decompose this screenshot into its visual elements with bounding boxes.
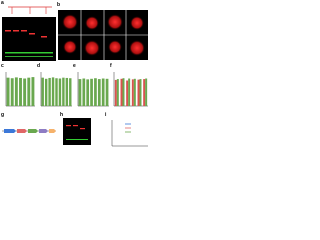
bar: [27, 77, 31, 106]
bar: [122, 78, 125, 106]
bar: [58, 78, 62, 106]
bar: [114, 79, 117, 106]
figure: a b c d e f g h i: [1, 0, 148, 147]
bar: [139, 79, 142, 106]
panel-label: f: [110, 63, 112, 69]
bar: [126, 80, 129, 106]
bar: [14, 77, 18, 106]
bar: [105, 78, 109, 106]
bar: [94, 78, 97, 106]
panel-label: h: [60, 112, 63, 118]
bar: [131, 79, 134, 106]
bar: [120, 78, 123, 106]
bar: [31, 77, 35, 106]
bar: [101, 78, 105, 106]
bar: [143, 79, 146, 106]
bar: [19, 77, 22, 106]
panel-label: d: [37, 63, 40, 69]
panel-g-art: [2, 129, 56, 133]
panel-label: a: [1, 0, 4, 6]
bar: [69, 78, 72, 106]
panel-label: i: [105, 112, 107, 118]
panel-a-art: [2, 6, 56, 61]
bar: [137, 79, 140, 106]
bar: [41, 77, 44, 106]
bar: [44, 78, 48, 106]
bar: [6, 77, 10, 106]
bar: [65, 77, 69, 106]
panel-i-art: [111, 120, 148, 147]
bar: [55, 78, 58, 106]
bar: [10, 78, 14, 106]
bar: [133, 78, 136, 106]
bar: [82, 78, 86, 106]
bar: [48, 77, 51, 106]
panel-label: c: [1, 63, 4, 69]
bar: [86, 79, 90, 106]
bar: [90, 78, 93, 106]
panel-label: g: [1, 112, 4, 118]
bar: [97, 79, 101, 106]
bar: [62, 77, 65, 106]
panel-label: b: [57, 2, 60, 8]
panel-h-art: [63, 118, 91, 145]
bar: [145, 78, 148, 106]
bar: [128, 78, 131, 106]
bar: [116, 79, 119, 106]
bar: [51, 77, 55, 106]
bar: [78, 79, 82, 106]
bar: [23, 78, 27, 106]
panel-b-art: [58, 10, 148, 60]
panel-label: e: [73, 63, 76, 69]
